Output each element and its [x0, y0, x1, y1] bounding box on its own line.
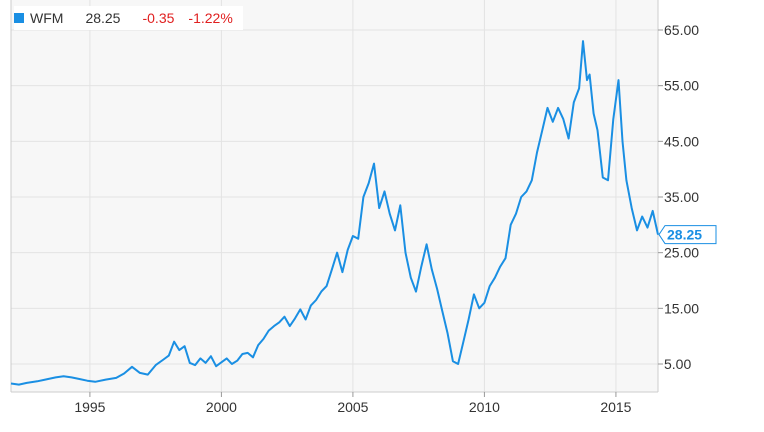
- last-value-tag: 28.25: [658, 225, 717, 245]
- plot-area: [11, 0, 658, 392]
- x-axis: 1995 2000 2005 2010 2015: [74, 392, 632, 415]
- y-tick-label: 45.00: [664, 133, 699, 149]
- legend-symbol: WFM: [30, 10, 64, 26]
- legend: WFM 28.25 -0.35 -1.22%: [14, 6, 243, 30]
- x-tick-label: 1995: [74, 399, 105, 415]
- y-tick-label: 5.00: [664, 356, 691, 372]
- x-tick-label: 2015: [600, 399, 631, 415]
- y-tick-label: 55.00: [664, 78, 699, 94]
- y-axis: 5.00 15.00 25.00 35.00 45.00 55.00 65.00: [658, 22, 699, 372]
- last-value-label: 28.25: [667, 227, 702, 243]
- gridlines: [11, 0, 658, 392]
- y-tick-label: 25.00: [664, 245, 699, 261]
- y-tick-label: 65.00: [664, 22, 699, 38]
- legend-change: -0.35: [142, 10, 175, 26]
- x-tick-label: 2005: [337, 399, 368, 415]
- price-series: [10, 40, 659, 386]
- last-value-box: [658, 225, 717, 245]
- legend-change-percent: -1.22%: [188, 10, 233, 26]
- series-color-swatch: [14, 13, 24, 23]
- x-tick-label: 2010: [469, 399, 500, 415]
- legend-last-price: 28.25: [85, 10, 121, 26]
- series-line-wfm: [10, 40, 659, 386]
- y-tick-label: 15.00: [664, 300, 699, 316]
- x-tick-label: 2000: [206, 399, 237, 415]
- y-tick-label: 35.00: [664, 189, 699, 205]
